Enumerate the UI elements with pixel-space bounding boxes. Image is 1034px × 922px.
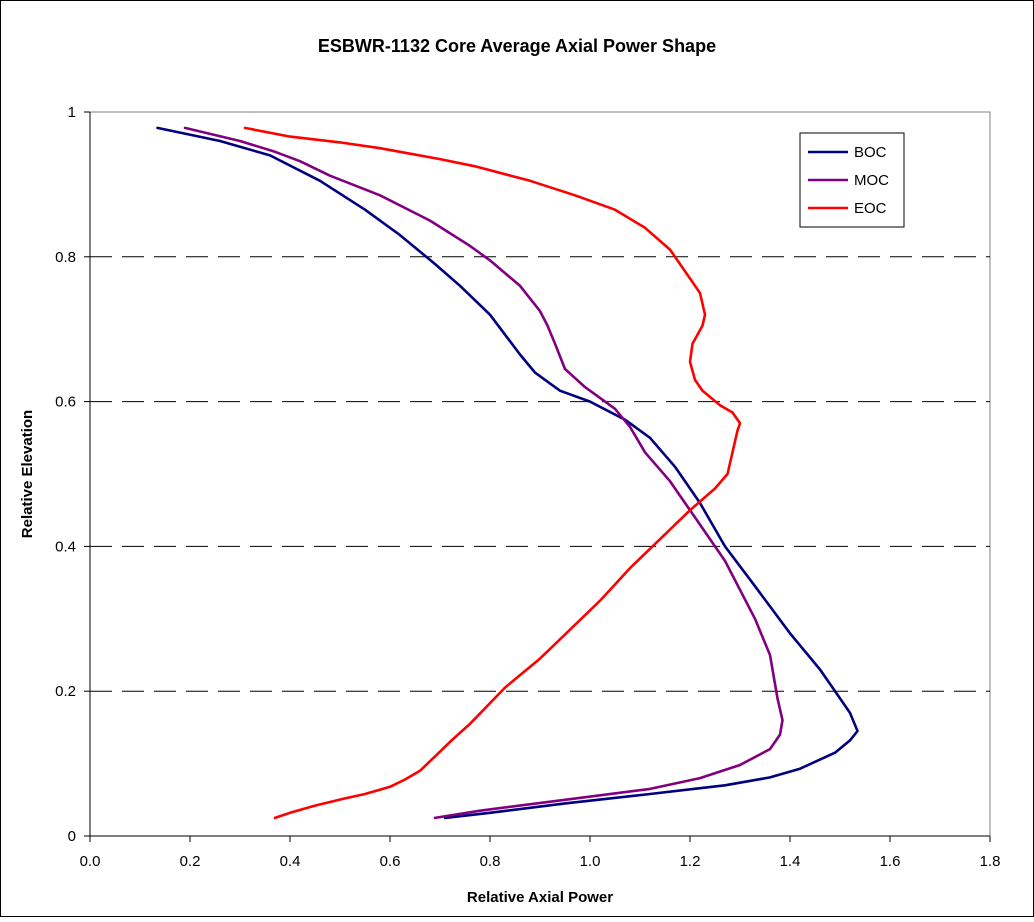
- x-tick-label: 1.6: [880, 853, 901, 870]
- x-tick-label: 1.8: [980, 853, 1001, 870]
- legend-label-moc: MOC: [854, 172, 889, 189]
- x-tick-label: 1.2: [680, 853, 701, 870]
- x-tick-label: 0.8: [480, 853, 501, 870]
- x-tick-label: 0.4: [280, 853, 301, 870]
- y-tick-label: 0: [68, 828, 76, 845]
- x-tick-label: 1.4: [780, 853, 801, 870]
- series-line-moc: [183, 126, 784, 820]
- y-axis-label: Relative Elevation: [19, 410, 36, 538]
- chart-title: ESBWR-1132 Core Average Axial Power Shap…: [318, 36, 716, 56]
- y-tick-label: 0.2: [55, 683, 76, 700]
- y-tick-label: 0.6: [55, 394, 76, 411]
- legend: BOC MOC EOC: [799, 132, 905, 228]
- x-tick-label: 0.0: [80, 853, 101, 870]
- axes: 0 0.2 0.4 0.6 0.8 1 0.0 0.2 0.4 0.6 0.8 1.0 1.2 1.4 1.…: [55, 104, 1000, 870]
- y-tick-label: 0.4: [55, 538, 76, 555]
- x-axis-label: Relative Axial Power: [467, 889, 613, 906]
- series-lines: [156, 126, 859, 820]
- series-line-boc: [156, 126, 859, 820]
- y-tick-label: 0.8: [55, 249, 76, 266]
- legend-label-boc: BOC: [854, 144, 887, 161]
- legend-label-eoc: EOC: [854, 200, 887, 217]
- series-line-eoc: [243, 126, 742, 820]
- plot-area: [89, 111, 991, 837]
- y-tick-label: 1: [68, 104, 76, 121]
- x-tick-label: 1.0: [580, 853, 601, 870]
- x-tick-label: 0.6: [380, 853, 401, 870]
- grid-lines: [90, 256, 990, 692]
- x-tick-label: 0.2: [180, 853, 201, 870]
